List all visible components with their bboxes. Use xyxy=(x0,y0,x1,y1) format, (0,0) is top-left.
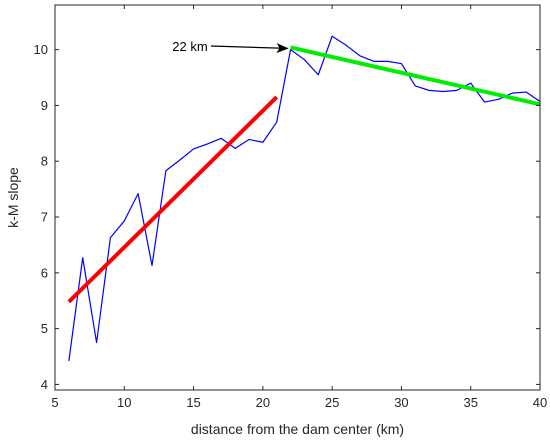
y-tick-label: 10 xyxy=(34,42,48,57)
x-tick-label: 30 xyxy=(394,395,408,410)
y-tick-label: 9 xyxy=(41,98,48,113)
x-tick-label: 10 xyxy=(117,395,131,410)
y-tick-label: 7 xyxy=(41,210,48,225)
annotation-label: 22 km xyxy=(172,39,207,54)
x-tick-label: 35 xyxy=(463,395,477,410)
near-field-fit-line xyxy=(67,95,279,304)
annotation-layer: 22 km xyxy=(172,39,289,54)
y-tick-label: 8 xyxy=(41,154,48,169)
x-axis: 5 10 15 20 25 30 35 40 xyxy=(51,5,547,410)
x-tick-label: 5 xyxy=(51,395,58,410)
x-tick-label: 20 xyxy=(256,395,270,410)
annotation-arrow xyxy=(210,43,289,54)
x-tick-label: 40 xyxy=(533,395,547,410)
series-layer xyxy=(67,35,541,362)
y-axis-title: k-M slope xyxy=(5,167,21,228)
x-tick-label: 25 xyxy=(325,395,339,410)
plot-area xyxy=(55,5,540,390)
far-field-fit-line xyxy=(290,45,541,107)
y-axis: 4 5 6 7 8 9 10 xyxy=(34,42,540,392)
x-axis-title: distance from the dam center (km) xyxy=(191,421,404,437)
x-tick-label: 15 xyxy=(186,395,200,410)
plot-frame xyxy=(54,4,541,391)
y-tick-label: 5 xyxy=(41,321,48,336)
y-tick-label: 4 xyxy=(41,377,48,392)
y-tick-label: 6 xyxy=(41,265,48,280)
